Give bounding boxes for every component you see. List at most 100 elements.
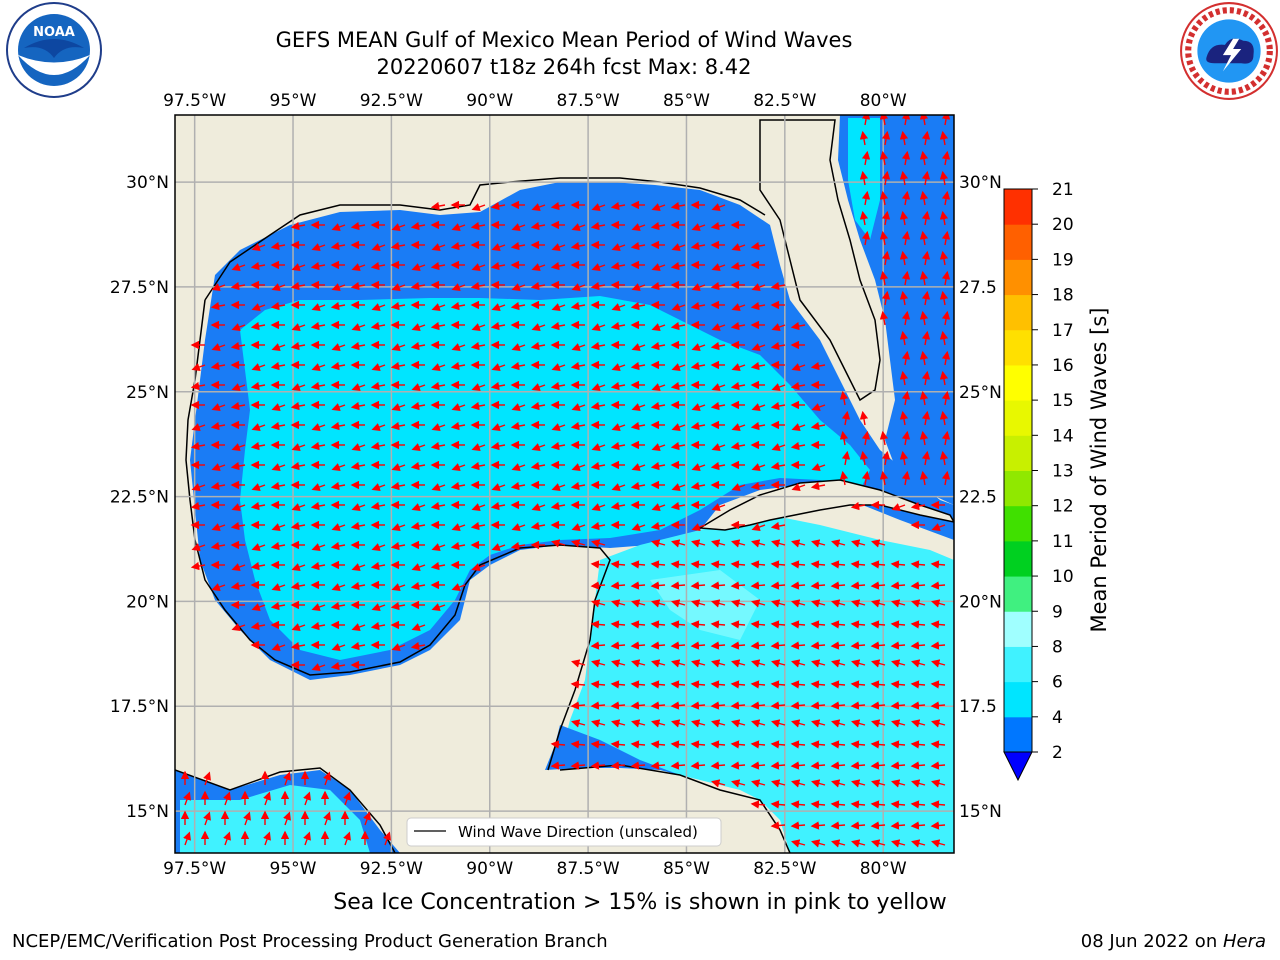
wave-arrow-810 [630,701,646,710]
wave-arrow-11 [879,150,889,166]
wave-arrow-871 [670,761,686,770]
lon-tick-top-6: 82.5°W [753,91,816,111]
wave-arrow-611 [771,539,786,548]
wave-arrow-19 [939,170,949,186]
wave-arrow-55 [590,221,606,231]
wave-arrow-289 [690,361,706,371]
wave-arrow-348 [470,401,486,411]
wave-arrow-751 [670,641,686,650]
wave-arrow-468 [650,461,666,471]
wave-arrow-882 [890,761,906,770]
wave-arrow-17 [899,170,909,186]
wave-arrow-489 [311,483,326,491]
wave-arrow-603 [571,539,586,548]
wave-arrow-357 [650,401,666,411]
wave-arrow-640 [750,560,766,569]
wave-arrow-623 [310,561,326,571]
wave-arrow-846 [570,740,586,749]
wave-arrow-206 [411,323,426,331]
colorbar-segment-15 [1004,189,1032,225]
wave-arrow-700 [751,599,766,608]
wave-arrow-858 [810,740,826,749]
lon-tick-top-3: 90°W [466,91,513,111]
wave-arrow-314 [490,381,506,391]
wave-arrow-514 [810,481,826,491]
wave-arrow-551 [910,501,926,511]
colorbar-tick-13: 18 [1052,286,1074,306]
wave-arrow-797 [750,680,766,689]
wave-arrow-277 [450,361,466,371]
colorbar-segment-0 [1004,716,1032,753]
wave-arrow-557 [271,523,286,531]
wave-arrow-915 [810,800,826,809]
wave-arrow-80 [491,243,506,251]
colorbar-segment-8 [1004,435,1032,471]
wave-arrow-530 [370,501,386,511]
wave-arrow-49 [470,221,486,231]
wave-arrow-683 [270,601,286,611]
wave-arrow-580 [751,523,766,531]
wave-arrow-740 [290,641,306,651]
wave-arrow-295 [810,361,826,371]
wave-arrow-333 [939,370,949,386]
wave-arrow-629 [430,561,446,571]
wave-arrow-459 [470,461,486,471]
wave-arrow-905 [223,791,231,806]
wave-arrow-39 [941,190,951,206]
wave-arrow-45 [391,223,406,231]
map-legend: Wind Wave Direction (unscaled) [406,817,722,847]
wave-arrow-64 [881,210,891,226]
wave-arrow-316 [531,383,546,391]
wave-arrow-591 [330,541,346,551]
wave-arrow-533 [430,501,446,511]
wave-arrow-291 [731,363,746,371]
wave-arrow-803 [870,680,886,689]
wave-arrow-465 [590,461,606,471]
sea-ice-note: Sea Ice Concentration > 15% is shown in … [333,890,947,915]
wave-arrow-914 [790,800,806,809]
wave-arrow-467 [631,463,646,471]
wave-arrow-758 [810,641,826,650]
wave-arrow-799 [790,680,806,689]
wave-arrow-194 [921,290,931,306]
wave-arrow-679 [910,581,926,590]
wave-arrow-644 [830,560,846,569]
wave-arrow-184 [630,301,646,311]
colorbar-tick-16: 21 [1052,180,1074,200]
wave-arrow-374 [270,421,286,431]
wave-arrow-36 [879,190,889,206]
colorbar-segment-6 [1004,505,1032,542]
wave-arrow-413 [310,441,326,451]
wave-arrow-539 [550,501,566,511]
wave-arrow-439 [839,430,849,446]
wave-arrow-198 [250,321,266,331]
wave-arrow-880 [850,761,866,770]
wave-arrow-796 [730,680,746,689]
wave-arrow-854 [730,740,746,749]
wave-arrow-97 [919,230,929,246]
wave-arrow-26 [550,201,566,211]
wave-arrow-558 [290,521,306,531]
noaa-logo-icon: NOAA [6,2,102,98]
wave-arrow-667 [670,581,686,590]
wave-arrow-146 [530,281,546,291]
wave-arrow-516 [861,470,871,486]
wave-arrow-298 [941,350,951,366]
wave-arrow-308 [370,381,386,391]
wave-arrow-673 [790,581,806,590]
wave-arrow-158 [770,281,786,291]
wave-arrow-784 [871,659,886,668]
wave-arrow-791 [630,680,646,689]
wave-arrow-219 [670,321,686,331]
wave-arrow-545 [670,501,686,511]
wave-arrow-820 [830,701,846,710]
wave-arrow-493 [390,481,406,491]
wave-arrow-920 [910,800,926,809]
wave-arrow-801 [830,680,846,689]
wave-arrow-499 [510,481,526,491]
wave-arrow-766 [311,663,326,671]
wave-arrow-123 [711,263,726,271]
wave-arrow-668 [690,581,706,590]
wave-arrow-865 [550,761,566,770]
